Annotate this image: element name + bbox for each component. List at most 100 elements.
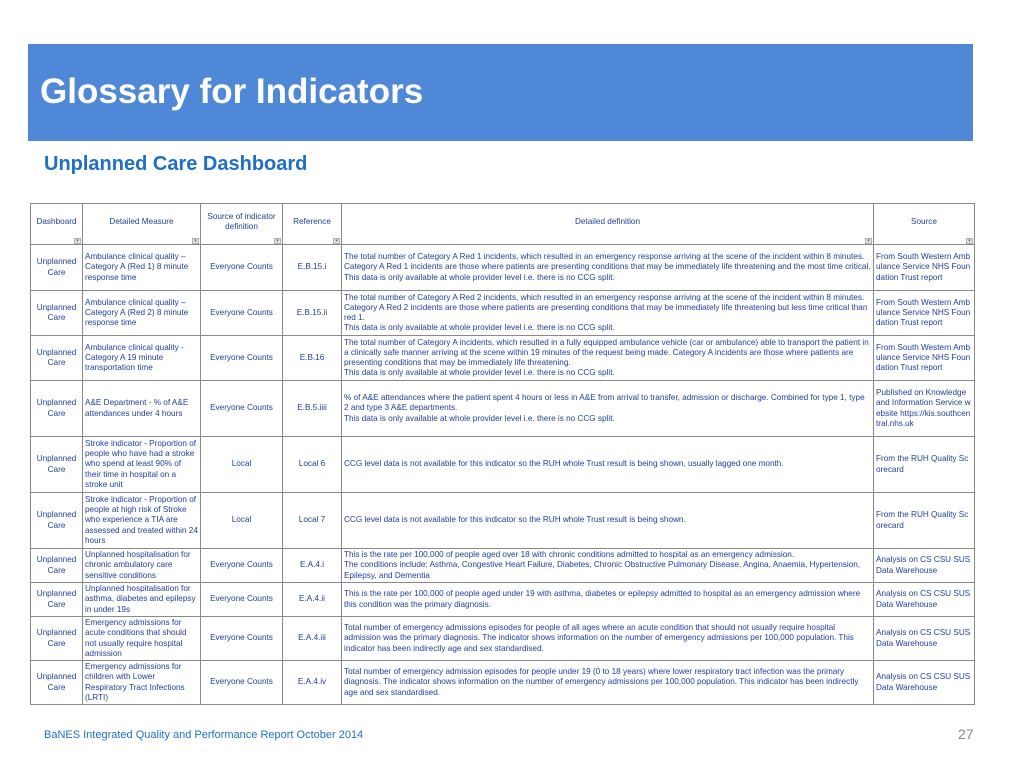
- source-definition-cell: Everyone Counts: [200, 335, 283, 381]
- definition-line: % of A&E attendances where the patient s…: [344, 393, 865, 413]
- table-row: Unplanned Care Stroke indicator - Proport…: [30, 492, 975, 549]
- definition-line: The total number of Category A incidents…: [344, 337, 869, 368]
- dashboard-cell: Unplanned Care: [30, 660, 83, 705]
- definition-line: The total number of Category A Red 2 inc…: [344, 292, 868, 323]
- source-cell: Analysis on CS CSU SUS Data Warehouse: [873, 582, 975, 617]
- reference-cell: E.A.4.iv: [282, 660, 342, 705]
- reference-cell: E.B.15.ii: [282, 290, 342, 336]
- source-definition-cell: Everyone Counts: [200, 616, 283, 661]
- glossary-table: Dashboard ▾ Detailed Measure ▾ Source of ind…: [30, 203, 975, 705]
- table-row: Unplanned Care A&E Department - % of A&E …: [30, 380, 975, 437]
- source-definition-cell: Local: [200, 436, 283, 493]
- table-row: Unplanned Care Unplanned hospitalisation …: [30, 548, 975, 583]
- footer-text: BaNES Integrated Quality and Performance…: [44, 729, 364, 741]
- definition-cell: This is the rate per 100,000 of people a…: [341, 582, 874, 617]
- measure-cell: Unplanned hospitalisation for chronic am…: [82, 548, 201, 583]
- column-header: Source ▾: [873, 203, 975, 245]
- source-definition-cell: Local: [200, 492, 283, 549]
- table-row: Unplanned Care Unplanned hospitalisation …: [30, 582, 975, 617]
- source-cell: From the RUH Quality Scorecard: [873, 436, 975, 493]
- section-subtitle: Unplanned Care Dashboard: [44, 153, 308, 175]
- source-cell: Analysis on CS CSU SUS Data Warehouse: [873, 660, 975, 705]
- column-header-label: Dashboard: [36, 216, 77, 226]
- source-definition-cell: Everyone Counts: [200, 582, 283, 617]
- column-header: Detailed definition ▾: [341, 203, 874, 245]
- reference-cell: E.A.4.iii: [282, 616, 342, 661]
- dashboard-cell: Unplanned Care: [30, 582, 83, 617]
- dropdown-arrow-icon[interactable]: ▾: [865, 238, 872, 244]
- source-cell: Analysis on CS CSU SUS Data Warehouse: [873, 616, 975, 661]
- definition-line: The conditions include: Asthma, Congesti…: [344, 560, 861, 580]
- source-definition-cell: Everyone Counts: [200, 660, 283, 705]
- definition-line: This data is only available at whole pro…: [344, 323, 615, 333]
- column-header: Reference ▾: [282, 203, 342, 245]
- dashboard-cell: Unplanned Care: [30, 244, 83, 291]
- dashboard-cell: Unplanned Care: [30, 616, 83, 661]
- source-cell: From South Western Ambulance Service NHS…: [873, 290, 975, 336]
- table-header-row: Dashboard ▾ Detailed Measure ▾ Source of ind…: [30, 203, 975, 245]
- dropdown-arrow-icon[interactable]: ▾: [74, 238, 81, 244]
- column-header: Dashboard ▾: [30, 203, 83, 245]
- measure-cell: Ambulance clinical quality - Category A …: [82, 335, 201, 381]
- column-header: Detailed Measure ▾: [82, 203, 201, 245]
- dashboard-cell: Unplanned Care: [30, 548, 83, 583]
- page-number: 27: [958, 726, 974, 742]
- definition-line: This data is only available at whole pro…: [344, 272, 615, 282]
- table-row: Unplanned Care Emergency admissions for c…: [30, 660, 975, 705]
- dashboard-cell: Unplanned Care: [30, 380, 83, 437]
- definition-cell: The total number of Category A Red 2 inc…: [341, 290, 874, 336]
- source-cell: From the RUH Quality Scorecard: [873, 492, 975, 549]
- reference-cell: E.A.4.i: [282, 548, 342, 583]
- column-header-label: Detailed definition: [574, 216, 641, 226]
- definition-cell: The total number of Category A incidents…: [341, 335, 874, 381]
- definition-line: Total number of emergency admission epis…: [344, 667, 859, 697]
- definition-line: This data is only available at whole pro…: [344, 413, 615, 423]
- definition-cell: Total number of emergency admissions epi…: [341, 616, 874, 661]
- definition-line: CCG level data is not available for this…: [344, 459, 784, 469]
- measure-cell: Ambulance clinical quality – Category A …: [82, 244, 201, 291]
- definition-line: This is the rate per 100,000 of people a…: [344, 589, 861, 609]
- dashboard-cell: Unplanned Care: [30, 335, 83, 381]
- column-header-label: Reference: [293, 216, 331, 226]
- measure-cell: Emergency admissions for children with L…: [82, 660, 201, 705]
- column-header-label: Detailed Measure: [109, 216, 174, 226]
- measure-cell: Unplanned hospitalisation for asthma, di…: [82, 582, 201, 617]
- reference-cell: Local 6: [282, 436, 342, 493]
- table-row: Unplanned Care Ambulance clinical quality…: [30, 335, 975, 381]
- reference-cell: E.B.16: [282, 335, 342, 381]
- dashboard-cell: Unplanned Care: [30, 492, 83, 549]
- page-title: Glossary for Indicators: [40, 72, 424, 111]
- dropdown-arrow-icon[interactable]: ▾: [966, 238, 973, 244]
- table-row: Unplanned Care Ambulance clinical quality…: [30, 244, 975, 291]
- reference-cell: E.B.15.i: [282, 244, 342, 291]
- source-definition-cell: Everyone Counts: [200, 548, 283, 583]
- table-row: Unplanned Care Stroke indicator - Proport…: [30, 436, 975, 493]
- column-header-label: Source: [911, 216, 937, 226]
- definition-cell: % of A&E attendances where the patient s…: [341, 380, 874, 437]
- definition-cell: This is the rate per 100,000 of people a…: [341, 548, 874, 583]
- source-definition-cell: Everyone Counts: [200, 244, 283, 291]
- definition-cell: CCG level data is not available for this…: [341, 492, 874, 549]
- dropdown-arrow-icon[interactable]: ▾: [333, 238, 340, 244]
- column-header-label: Source of indicator definition: [207, 211, 276, 231]
- reference-cell: E.A.4.ii: [282, 582, 342, 617]
- definition-line: This data is only available at whole pro…: [344, 368, 615, 378]
- reference-cell: E.B.5.iiii: [282, 380, 342, 437]
- definition-cell: CCG level data is not available for this…: [341, 436, 874, 493]
- table-row: Unplanned Care Emergency admissions for a…: [30, 616, 975, 661]
- reference-cell: Local 7: [282, 492, 342, 549]
- definition-cell: The total number of Category A Red 1 inc…: [341, 244, 874, 291]
- table-body: Unplanned Care Ambulance clinical quality…: [30, 244, 975, 705]
- source-cell: Analysis on CS CSU SUS Data Warehouse: [873, 548, 975, 583]
- source-cell: Published on Knowledge and Information S…: [873, 380, 975, 437]
- title-banner: Glossary for Indicators: [28, 44, 973, 141]
- definition-cell: Total number of emergency admission epis…: [341, 660, 874, 705]
- dropdown-arrow-icon[interactable]: ▾: [192, 238, 199, 244]
- measure-cell: Emergency admissions for acute condition…: [82, 616, 201, 661]
- measure-cell: Ambulance clinical quality – Category A …: [82, 290, 201, 336]
- dashboard-cell: Unplanned Care: [30, 290, 83, 336]
- dropdown-arrow-icon[interactable]: ▾: [274, 238, 281, 244]
- source-definition-cell: Everyone Counts: [200, 290, 283, 336]
- source-cell: From South Western Ambulance Service NHS…: [873, 244, 975, 291]
- source-cell: From South Western Ambulance Service NHS…: [873, 335, 975, 381]
